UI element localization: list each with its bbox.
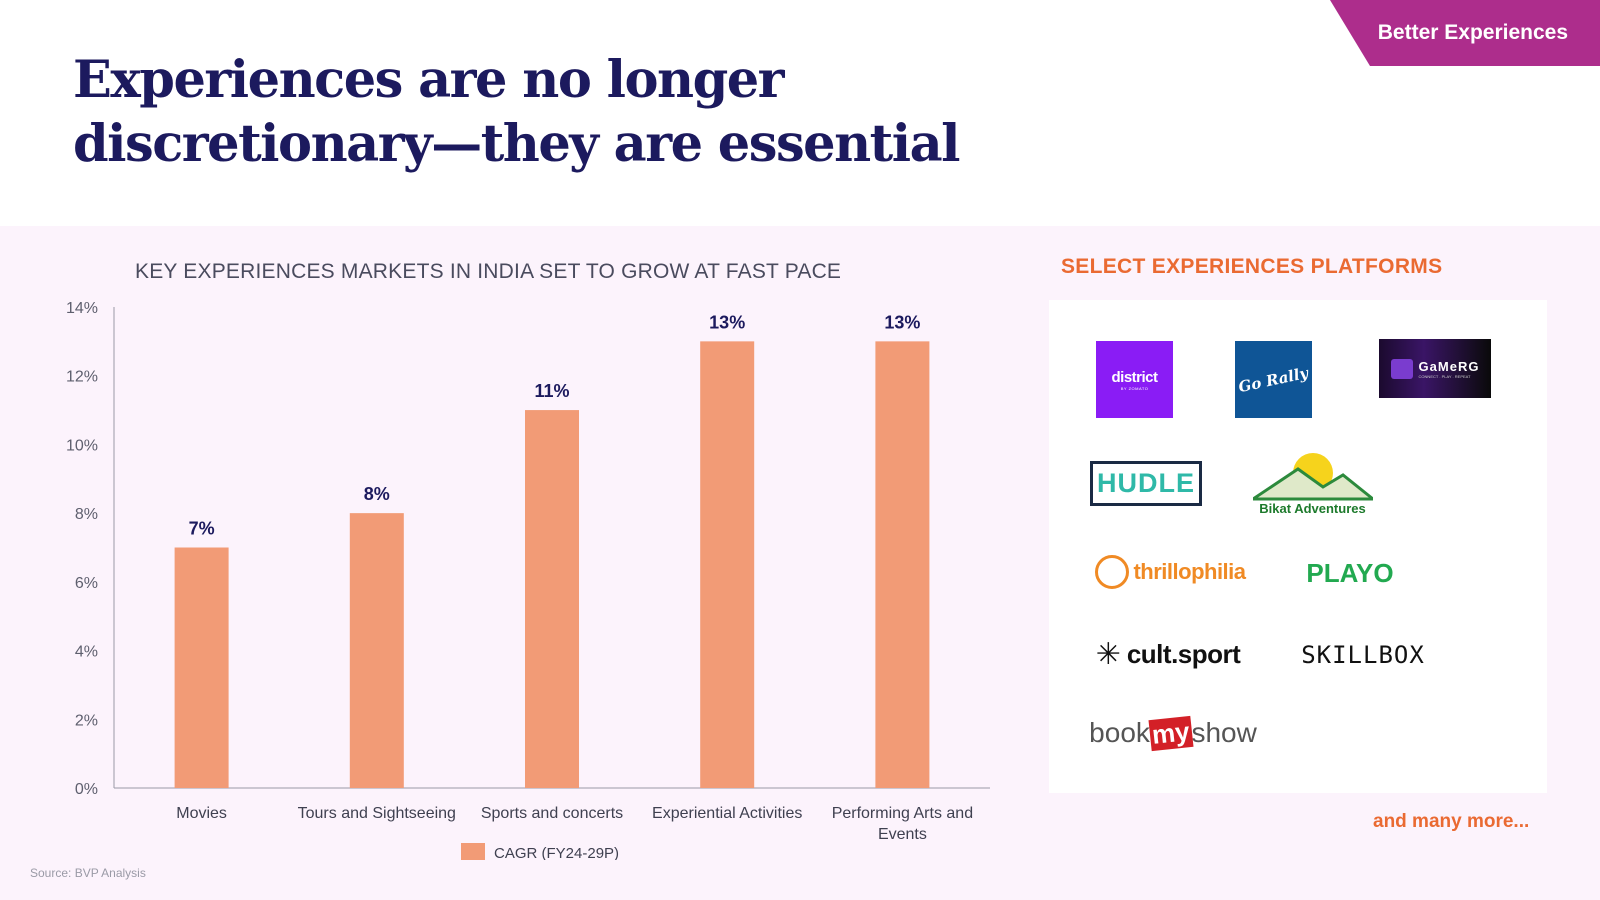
logo-district-text: district: [1111, 368, 1158, 386]
page-title: Experiences are no longer discretionary—…: [73, 48, 961, 176]
y-tick-label: 2%: [75, 712, 98, 729]
footprint-icon: [1095, 555, 1130, 589]
bar-chart: 0% 2% 4% 6% 8% 10% 12% 14% 7% Movies 8% Tours and S…: [66, 300, 990, 860]
legend-label: CAGR (FY24-29P): [494, 845, 619, 860]
logo-district: district BY ZOMATO: [1096, 341, 1173, 418]
logo-playo: PLAYO: [1300, 555, 1400, 591]
logo-cultsport: ✳ cult.sport: [1088, 632, 1248, 676]
logo-gamerg-subtext: CONNECT . PLAY . REPEAT: [1418, 373, 1471, 379]
source-note: Source: BVP Analysis: [30, 866, 146, 880]
x-tick-label: Events: [878, 826, 927, 843]
bar: [875, 341, 930, 788]
logo-bms-mid: my: [1148, 715, 1193, 751]
logo-cultsport-text: cult.sport: [1126, 638, 1241, 669]
logo-bikat: Bikat Adventures: [1250, 444, 1375, 516]
y-tick-label: 0%: [75, 781, 98, 798]
logo-bikat-text: Bikat Adventures: [1259, 501, 1366, 516]
x-tick-label: Tours and Sightseeing: [298, 805, 456, 822]
data-label: 13%: [884, 312, 920, 332]
legend-swatch: [461, 843, 485, 860]
data-label: 11%: [534, 381, 569, 401]
logo-bookmyshow: book my show: [1089, 711, 1257, 755]
x-tick-label: Movies: [176, 805, 227, 822]
logo-skillbox: SKILLBOX: [1298, 637, 1428, 673]
banner-label: Better Experiences: [1377, 21, 1568, 44]
bar: [700, 341, 755, 788]
y-tick-label: 10%: [66, 437, 98, 454]
logo-hudle-text: HUDLE: [1097, 468, 1195, 498]
title-line-2: discretionary—they are essential: [73, 114, 961, 174]
y-tick-label: 6%: [75, 575, 98, 592]
x-tick-label: Sports and concerts: [481, 805, 623, 822]
logo-skillbox-text: SKILLBOX: [1301, 641, 1425, 669]
logo-bms-post: show: [1191, 717, 1257, 748]
logo-gorally-text: Go Rally: [1237, 363, 1310, 396]
data-label: 13%: [709, 312, 745, 332]
data-label: 7%: [189, 519, 215, 539]
gamerg-robot-icon: [1390, 358, 1413, 379]
logo-thrillophilia-text: thrillophilia: [1133, 559, 1246, 584]
x-tick-label: Experiential Activities: [652, 805, 802, 822]
chart-title: KEY EXPERIENCES MARKETS IN INDIA SET TO …: [135, 260, 842, 283]
platforms-title: SELECT EXPERIENCES PLATFORMS: [1061, 255, 1443, 278]
cult-figure-icon: ✳: [1095, 637, 1121, 671]
logo-bms-pre: book: [1089, 717, 1150, 748]
logo-hudle: HUDLE: [1090, 461, 1202, 506]
y-tick-label: 4%: [75, 644, 98, 661]
title-line-1: Experiences are no longer: [73, 50, 785, 110]
y-tick-label: 8%: [75, 506, 98, 523]
logo-playo-text: PLAYO: [1306, 557, 1394, 588]
x-tick-label: Performing Arts and: [832, 805, 973, 822]
bar: [174, 547, 229, 788]
y-tick-label: 14%: [66, 300, 98, 317]
logo-district-subtext: BY ZOMATO: [1120, 385, 1149, 391]
section-banner: Better Experiences: [1330, 0, 1600, 66]
and-many-more-link: and many more...: [1373, 811, 1530, 832]
data-label: 8%: [364, 484, 390, 504]
logo-gorally: Go Rally: [1235, 341, 1312, 418]
bar: [525, 410, 579, 788]
mountain-sun-icon: [1252, 453, 1373, 501]
logo-thrillophilia: thrillophilia: [1088, 552, 1253, 592]
y-tick-label: 12%: [66, 369, 98, 386]
bar: [349, 513, 404, 788]
logo-gamerg: GaMeRG CONNECT . PLAY . REPEAT: [1379, 339, 1491, 398]
logo-gamerg-text: GaMeRG: [1418, 358, 1480, 374]
